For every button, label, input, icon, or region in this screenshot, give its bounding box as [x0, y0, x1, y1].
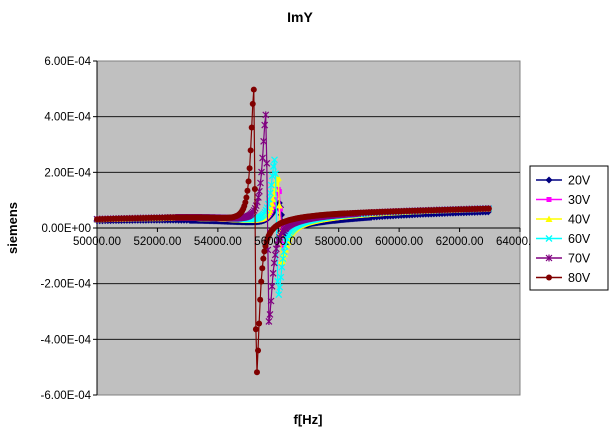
x-tick-label: 58000.00 [315, 236, 363, 248]
data-point [247, 147, 254, 154]
data-point [276, 283, 284, 291]
data-point [268, 282, 276, 290]
legend-marker [545, 254, 553, 262]
data-point [277, 273, 285, 281]
y-tick-label: -2.00E-04 [40, 279, 91, 291]
data-point [271, 200, 277, 206]
data-point [269, 163, 277, 170]
data-point [254, 193, 262, 201]
data-point [244, 187, 251, 194]
data-point [269, 269, 277, 277]
data-point [267, 297, 275, 305]
y-tick-label: 0.00E+00 [41, 223, 91, 235]
x-tick-label: 56000.00 [254, 236, 302, 248]
legend-marker [546, 274, 552, 281]
data-point [266, 189, 274, 197]
data-point [259, 154, 266, 162]
y-axis-label: siemens [5, 202, 20, 254]
chart-title: ImY [287, 9, 313, 25]
legend-label: 60V [568, 232, 591, 246]
data-point [274, 174, 282, 181]
legend-marker [545, 215, 553, 222]
legend-label: 20V [568, 174, 591, 188]
data-point [267, 181, 275, 189]
legend-box [529, 165, 609, 291]
legend-label: 70V [568, 252, 591, 266]
x-tick-label: 60000.00 [375, 236, 423, 248]
data-point [265, 317, 273, 325]
y-tick-label: 2.00E-04 [44, 167, 91, 179]
data-point [257, 179, 264, 187]
legend-item-80V: 80V [536, 271, 591, 285]
y-tick-label: -4.00E-04 [40, 334, 91, 346]
legend-marker [545, 235, 553, 242]
data-point [243, 194, 250, 201]
data-point [275, 202, 283, 209]
data-point [250, 86, 257, 93]
data-point [260, 137, 268, 145]
data-point [256, 320, 263, 327]
x-axis-label: f[Hz] [294, 412, 323, 427]
data-point [262, 111, 270, 119]
legend-item-70V: 70V [536, 252, 591, 266]
x-tick-label: 52000.00 [133, 236, 181, 248]
data-point [275, 291, 283, 299]
x-tick-label: 54000.00 [194, 236, 242, 248]
data-point [278, 224, 284, 230]
legend-item-40V: 40V [536, 213, 591, 227]
data-point [242, 199, 249, 206]
data-point [251, 186, 258, 193]
data-point [260, 255, 267, 262]
y-tick-label: 4.00E-04 [44, 112, 91, 124]
data-point [272, 196, 278, 202]
data-point [261, 121, 269, 129]
data-point [253, 369, 260, 376]
data-point [246, 165, 253, 172]
legend-label: 80V [568, 271, 591, 285]
data-point [266, 310, 274, 318]
data-point [270, 259, 278, 267]
data-point [485, 205, 492, 212]
data-point [279, 255, 287, 263]
legend: 20V 30V 40V 60V 70V 80V [529, 165, 609, 291]
tick-labels: 6.00E-04 4.00E-04 2.00E-04 0.00E+00 -2.00E-0… [40, 56, 544, 402]
data-point [252, 326, 259, 333]
legend-item-30V: 30V [536, 193, 591, 207]
legend-label: 40V [568, 213, 591, 227]
data-point [271, 251, 279, 259]
data-point [263, 159, 271, 167]
series-80V [94, 86, 492, 376]
data-point [272, 170, 280, 178]
data-point [261, 248, 268, 255]
legend-marker [546, 197, 552, 202]
data-point [258, 168, 265, 176]
legend-item-20V: 20V [536, 174, 591, 188]
data-point [278, 263, 286, 271]
x-tick-label: 50000.00 [73, 236, 121, 248]
data-point [271, 156, 278, 164]
y-tick-label: 6.00E-04 [44, 56, 91, 68]
data-point [255, 347, 262, 354]
data-point [277, 206, 283, 212]
data-point [268, 172, 276, 180]
data-point [280, 248, 288, 256]
data-point [245, 178, 252, 185]
y-tick-label: -6.00E-04 [40, 390, 91, 402]
legend-label: 30V [568, 193, 591, 207]
data-point [257, 296, 264, 303]
data-point [249, 100, 256, 107]
legend-item-60V: 60V [536, 232, 591, 246]
x-tick-label: 62000.00 [436, 236, 484, 248]
series-layer [93, 86, 493, 376]
data-point [259, 265, 266, 272]
legend-marker [545, 176, 553, 184]
data-point [248, 124, 255, 131]
data-point [258, 278, 265, 285]
